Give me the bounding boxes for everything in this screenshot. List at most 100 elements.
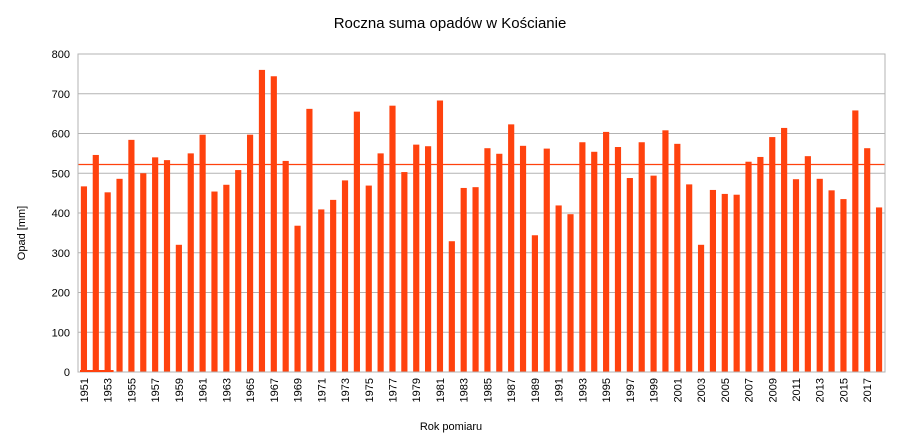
x-tick-label: 2001 bbox=[672, 378, 684, 402]
bar-1977 bbox=[389, 105, 396, 373]
x-tick-label: 1967 bbox=[269, 378, 281, 402]
bar-2002 bbox=[686, 184, 693, 372]
bar-1998 bbox=[638, 142, 645, 372]
bar-1954 bbox=[116, 178, 123, 372]
bar-1996 bbox=[614, 147, 622, 372]
bar-1952 bbox=[92, 154, 99, 372]
x-tick-label: 1981 bbox=[435, 378, 447, 402]
bar-1951 bbox=[80, 186, 88, 372]
x-tick-label: 1997 bbox=[625, 378, 637, 402]
bar-1971 bbox=[318, 209, 325, 372]
plot-frame bbox=[77, 53, 886, 373]
y-tick-label: 800 bbox=[52, 49, 70, 61]
bar-1979 bbox=[413, 144, 420, 372]
x-axis-label: Rok pomiaru bbox=[420, 421, 482, 433]
bar-1989 bbox=[531, 235, 538, 372]
bar-1978 bbox=[401, 172, 408, 372]
bar-2015 bbox=[840, 199, 847, 372]
bar-1965 bbox=[246, 134, 254, 372]
bar-1967 bbox=[270, 76, 277, 372]
x-tick-label: 1977 bbox=[387, 378, 399, 402]
gridlines bbox=[78, 53, 885, 373]
x-tick-label: 2005 bbox=[720, 378, 732, 402]
bar-2005 bbox=[721, 193, 728, 372]
bar-2011 bbox=[792, 179, 800, 372]
bar-1990 bbox=[543, 148, 550, 372]
bar-1969 bbox=[294, 225, 301, 372]
bar-1984 bbox=[472, 187, 479, 372]
x-tick-labels: 1951 1953 1955 1957 1959 1961 1963 1965 1967 1969… bbox=[79, 378, 874, 402]
x-tick-label: 1955 bbox=[126, 378, 138, 402]
bar-1975 bbox=[365, 185, 372, 372]
y-tick-labels: 0 100 200 300 400 500 600 700 800 bbox=[52, 49, 70, 379]
chart-title: Roczna suma opadów w Kościanie bbox=[334, 15, 567, 32]
x-tick-label: 1963 bbox=[221, 378, 233, 402]
x-tick-label: 2003 bbox=[696, 378, 708, 402]
bar-1956 bbox=[140, 173, 147, 372]
bar-1961 bbox=[199, 134, 206, 372]
y-tick-label: 100 bbox=[52, 327, 70, 339]
bar-1985 bbox=[484, 148, 491, 372]
bar-1957 bbox=[152, 157, 159, 372]
x-tick-label: 2011 bbox=[791, 378, 803, 402]
bar-1987 bbox=[508, 124, 515, 372]
bar-2007 bbox=[745, 161, 752, 372]
y-tick-label: 300 bbox=[52, 248, 70, 260]
x-tick-label: 1987 bbox=[506, 378, 518, 402]
bar-1997 bbox=[626, 178, 633, 372]
x-tick-label: 2013 bbox=[815, 378, 827, 402]
y-tick-label: 200 bbox=[52, 288, 70, 300]
x-tick-label: 1957 bbox=[150, 378, 162, 402]
x-tick-label: 2017 bbox=[862, 378, 874, 402]
x-tick-label: 1953 bbox=[103, 378, 115, 402]
bar-1981 bbox=[436, 100, 444, 372]
axes bbox=[77, 53, 886, 373]
x-tick-label: 1961 bbox=[198, 378, 210, 402]
bar-2017 bbox=[864, 148, 871, 372]
bar-1999 bbox=[650, 175, 657, 372]
bar-1988 bbox=[519, 145, 527, 372]
bar-2008 bbox=[757, 156, 764, 372]
x-tick-label: 1989 bbox=[530, 378, 542, 402]
x-tick-label: 1965 bbox=[245, 378, 257, 402]
bar-1960 bbox=[187, 153, 194, 372]
bar-1968 bbox=[282, 160, 289, 372]
bar-1976 bbox=[377, 153, 384, 372]
bar-1974 bbox=[353, 111, 360, 372]
x-tick-label: 1951 bbox=[79, 378, 91, 402]
x-tick-label: 1979 bbox=[411, 378, 423, 402]
bar-1986 bbox=[496, 153, 503, 372]
bar-1982 bbox=[448, 241, 455, 372]
bar-2014 bbox=[828, 190, 835, 372]
bars bbox=[80, 69, 883, 373]
bar-1959 bbox=[175, 244, 182, 372]
bar-1991 bbox=[555, 205, 562, 372]
x-tick-label: 1959 bbox=[174, 378, 186, 402]
bar-1972 bbox=[330, 199, 337, 372]
bar-2016 bbox=[852, 110, 859, 372]
x-tick-label: 1975 bbox=[364, 378, 376, 402]
bar-1983 bbox=[460, 187, 467, 372]
bar-2001 bbox=[674, 143, 681, 372]
x-tick-label: 1973 bbox=[340, 378, 352, 402]
x-tick-label: 1985 bbox=[482, 378, 494, 402]
bar-1958 bbox=[163, 160, 171, 372]
bar-2018 bbox=[875, 207, 883, 372]
x-tick-label: 1993 bbox=[577, 378, 589, 402]
y-tick-label: 0 bbox=[64, 367, 70, 379]
x-tick-label: 1995 bbox=[601, 378, 613, 402]
bar-1962 bbox=[211, 191, 218, 372]
bar-1963 bbox=[223, 184, 230, 372]
bar-1966 bbox=[258, 69, 266, 373]
bar-2004 bbox=[709, 189, 717, 372]
x-tick-label: 2015 bbox=[838, 378, 850, 402]
bar-2013 bbox=[816, 178, 823, 372]
bar-2010 bbox=[781, 127, 788, 372]
x-tick-label: 1983 bbox=[459, 378, 471, 402]
bar-2009 bbox=[769, 137, 776, 372]
bar-1992 bbox=[567, 214, 574, 372]
bar-1993 bbox=[579, 142, 586, 372]
y-tick-label: 700 bbox=[52, 89, 70, 101]
bar-1995 bbox=[603, 131, 610, 372]
